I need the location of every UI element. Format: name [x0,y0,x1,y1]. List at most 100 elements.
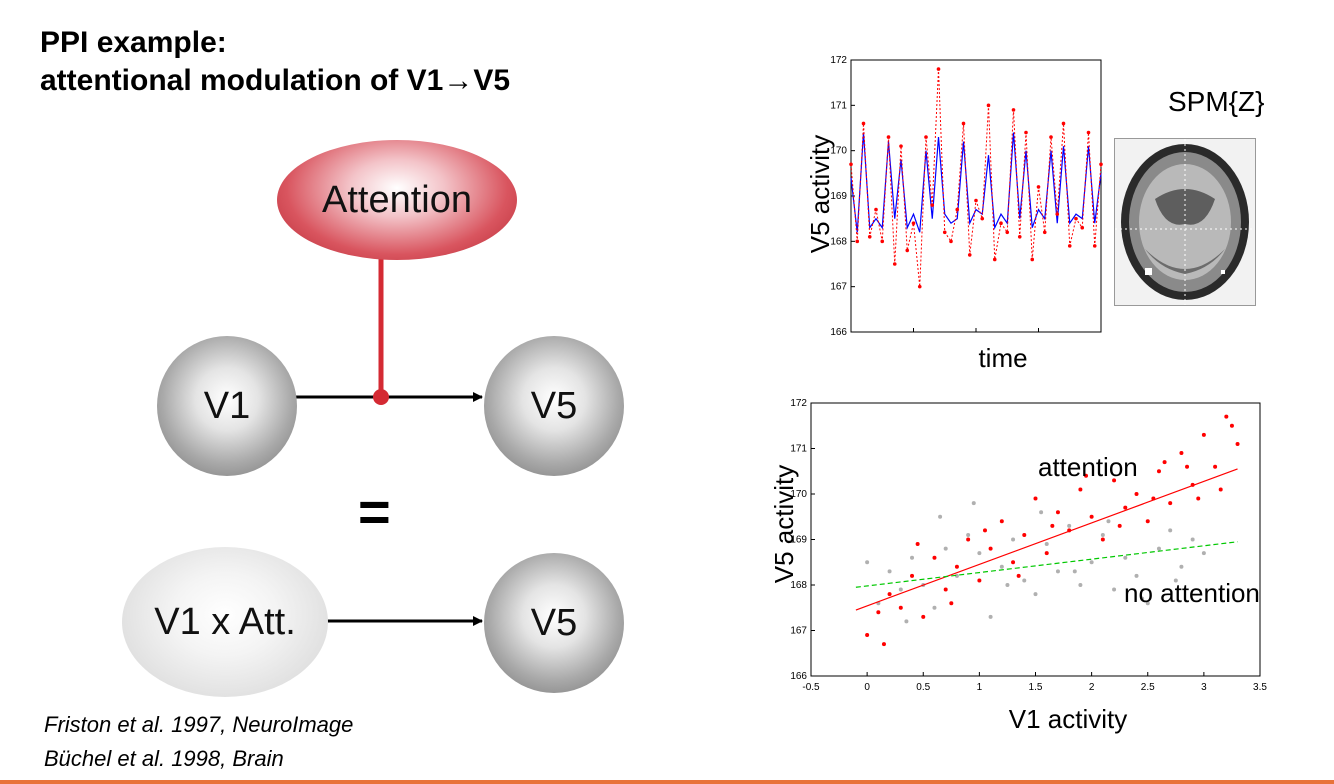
no-attention-point [1044,542,1049,547]
attention-fit-line [855,468,1238,611]
observed-point [1005,230,1010,235]
fitted-series-line [850,132,1102,233]
attention-point [1100,537,1105,542]
attention-point [865,633,870,638]
observed-point [861,121,866,126]
observed-point [1030,257,1035,262]
v1xatt-node: V1 x Att. [122,547,328,697]
attention-point [1145,519,1150,524]
no-attention-point [1140,596,1145,601]
attention-point [881,642,886,647]
v5-bottom-label: V5 [530,601,578,644]
attention-point [1084,473,1089,478]
no-attention-fit-line [855,541,1238,588]
observed-point [880,239,885,244]
modulation-dot [373,389,389,405]
accent-bar [0,780,1334,784]
observed-point [1011,108,1016,112]
attention-point [887,592,892,597]
no-attention-point [943,546,948,551]
no-attention-point [1201,551,1206,556]
brain-image [1114,138,1256,306]
x-tick-label: 1 [977,682,983,693]
attention-point [876,610,881,615]
timeseries-y-axis-label: V5 activity [805,135,835,254]
observed-point [1074,216,1078,221]
observed-point [874,207,878,212]
observed-point [1061,121,1066,126]
observed-point [849,162,853,167]
attention-point [949,601,954,606]
spm-label: SPM{Z} [1168,86,1265,117]
no-attention-point [1190,537,1195,542]
attention-point [966,537,971,542]
no-attention-point [904,619,909,624]
attention-point [1213,464,1218,469]
scatter-x-axis-label: V1 activity [1009,704,1128,734]
observed-point [1067,244,1072,248]
attention-point [915,542,920,547]
attention-point [1201,432,1206,437]
attention-point [1162,460,1167,465]
y-tick-label: 166 [830,327,847,338]
y-tick-label: 167 [830,282,847,293]
attention-point [1224,414,1229,419]
attention-point [1033,496,1038,501]
attention-point [999,519,1004,524]
attention-point [988,546,993,551]
title-line-1: PPI example: [40,26,227,59]
v1-label: V1 [203,384,251,427]
observed-point [949,239,953,244]
observed-point [1049,135,1053,139]
no-attention-point [1022,578,1027,583]
attention-point [1055,510,1060,515]
no-attention-point [910,555,915,560]
no-attention-point [1011,537,1016,542]
x-tick-label: 0.5 [916,682,930,693]
observed-point [1055,212,1060,216]
attention-point [1112,478,1117,483]
no-attention-point [1179,564,1184,569]
references: Friston et al. 1997, NeuroImage Büchel e… [44,708,353,776]
x-tick-label: 2.5 [1141,682,1155,693]
x-tick-label: 2 [1089,682,1095,693]
observed-point [892,262,897,266]
equals-sign: = [358,480,391,543]
attention-point [1196,496,1201,501]
observed-point [917,284,922,289]
observed-point [1036,185,1041,189]
no-attention-point [1033,592,1038,597]
brain-slice-graphic [1115,139,1255,305]
no-attention-point [971,501,976,506]
attention-point [921,614,926,619]
y-tick-label: 172 [790,398,807,409]
y-tick-label: 170 [830,146,847,157]
no-attention-point [1123,555,1128,560]
no-attention-point [1089,560,1094,565]
y-tick-label: 170 [790,489,807,500]
no-attention-point [977,551,982,556]
observed-point [961,121,966,126]
no-attention-point [988,614,993,619]
no-attention-point [1055,569,1060,574]
observed-point [1024,130,1028,135]
attention-point [1123,505,1128,510]
x-tick-label: -0.5 [802,682,820,693]
observed-point [955,207,960,212]
attention-point [1117,523,1122,528]
attention-point [1044,551,1049,556]
y-tick-label: 172 [830,55,847,66]
title-line-2: attentional modulation of V1→V5 [40,64,511,97]
no-attention-point [1106,519,1111,524]
v5-node: V5 [484,336,624,476]
x-tick-label: 0 [864,682,870,693]
attention-node: Attention [277,140,517,260]
y-tick-label: 168 [830,236,847,247]
x-tick-label: 3.5 [1253,682,1267,693]
attention-point [954,564,959,569]
attention-point [1016,573,1021,578]
observed-point [974,198,978,203]
y-tick-label: 169 [830,191,847,202]
attention-point [1185,464,1190,469]
no-attention-point [966,532,971,537]
